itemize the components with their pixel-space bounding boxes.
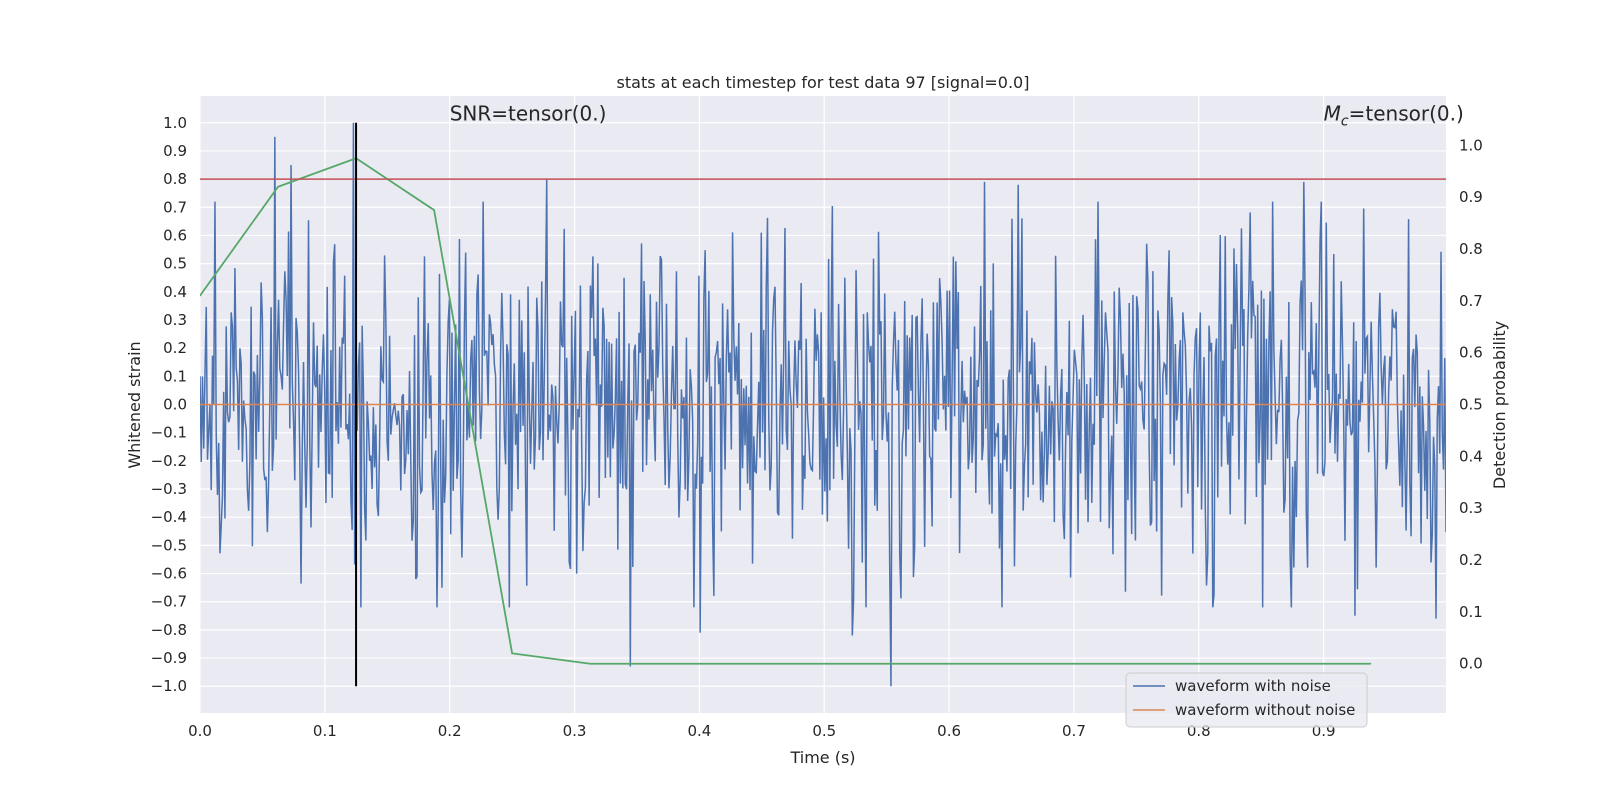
x-tick-label: 0.6 bbox=[937, 722, 961, 740]
y-right-tick-label: 0.3 bbox=[1459, 499, 1483, 517]
detection-probability-point bbox=[200, 294, 201, 297]
x-axis-label: Time (s) bbox=[789, 748, 855, 767]
y-left-tick-label: 0.1 bbox=[163, 367, 187, 385]
series-layer bbox=[200, 122, 1446, 687]
y-left-tick-label: −0.4 bbox=[151, 508, 187, 526]
y-left-tick-label: 0.0 bbox=[163, 396, 187, 414]
y-left-tick-label: −0.1 bbox=[151, 424, 187, 442]
detection-probability-point bbox=[511, 652, 513, 655]
reference-lines bbox=[200, 122, 1446, 687]
y-left-tick-label: 0.5 bbox=[163, 255, 187, 273]
y-right-tick-label: 1.0 bbox=[1459, 136, 1483, 154]
legend-box bbox=[1125, 672, 1368, 728]
detection-probability-point bbox=[901, 662, 904, 665]
y-right-tick-label: 0.2 bbox=[1459, 551, 1483, 569]
detection-probability-point bbox=[433, 209, 435, 211]
detection-probability-point bbox=[589, 662, 591, 665]
y-axis-right-label: Detection probability bbox=[1490, 321, 1509, 489]
x-tick-label: 0.4 bbox=[687, 722, 711, 740]
detection-probability-point bbox=[1057, 662, 1060, 665]
detection-probability-point bbox=[1213, 662, 1216, 665]
x-tick-label: 0.2 bbox=[438, 722, 462, 740]
y-left-tick-label: 0.8 bbox=[163, 170, 187, 188]
chirp-mass-value: =tensor(0.) bbox=[1349, 101, 1464, 125]
y-right-tick-label: 0.8 bbox=[1459, 240, 1483, 258]
y-right-tick-label: 0.0 bbox=[1459, 655, 1483, 673]
chirp-mass-annotation: Mc=tensor(0.) bbox=[1324, 101, 1464, 129]
chirp-mass-symbol: M bbox=[1324, 101, 1341, 125]
detection-probability-point bbox=[1369, 662, 1372, 665]
y-right-tick-label: 0.4 bbox=[1459, 447, 1483, 465]
x-tick-label: 0.1 bbox=[313, 722, 337, 740]
y-axis-left-label: Whitened strain bbox=[125, 341, 144, 468]
detection-probability-point bbox=[277, 185, 279, 188]
x-tick-label: 0.5 bbox=[812, 722, 836, 740]
x-tick-label: 0.3 bbox=[563, 722, 587, 740]
chirp-mass-subscript: c bbox=[1341, 113, 1349, 129]
y-left-tick-label: 0.7 bbox=[163, 198, 187, 216]
y-right-tick-label: 0.5 bbox=[1459, 396, 1483, 414]
detection-probability-point bbox=[1135, 662, 1138, 665]
y-left-tick-label: −0.8 bbox=[151, 621, 187, 639]
y-left-tick-label: −1.0 bbox=[151, 677, 187, 695]
y-right-tick-label: 0.9 bbox=[1459, 188, 1483, 206]
snr-annotation: SNR=tensor(0.) bbox=[450, 101, 607, 125]
y-left-tick-label: −0.5 bbox=[151, 536, 187, 554]
y-left-tick-label: 0.6 bbox=[163, 226, 187, 244]
y-left-tick-label: 0.4 bbox=[163, 283, 187, 301]
y-left-tick-label: 1.0 bbox=[163, 114, 187, 132]
x-axis-ticks: 0.0 0.1 0.2 0.3 0.4 0.5 0.6 0.7 0.8 0.9 bbox=[188, 722, 1336, 740]
y-left-tick-label: −0.3 bbox=[151, 480, 187, 498]
y-right-tick-label: 0.7 bbox=[1459, 292, 1483, 310]
y-left-tick-label: 0.3 bbox=[163, 311, 187, 329]
x-tick-label: 0.0 bbox=[188, 722, 212, 740]
detection-probability-point bbox=[979, 662, 982, 665]
y-left-tick-label: 0.9 bbox=[163, 142, 187, 160]
detection-probability-point bbox=[667, 662, 669, 665]
legend-label-waveform-with-noise: waveform with noise bbox=[1175, 677, 1331, 695]
y-left-tick-label: −0.9 bbox=[151, 649, 187, 667]
y-axis-left-ticks: 1.0 0.9 0.8 0.7 0.6 0.5 0.4 0.3 0.2 0.1 0.0 −0.1 −0.… bbox=[151, 114, 187, 695]
detection-probability-point bbox=[1291, 662, 1294, 665]
y-right-tick-label: 0.6 bbox=[1459, 344, 1483, 362]
detection-probability-point bbox=[823, 662, 826, 665]
legend: waveform with noise waveform without noi… bbox=[1125, 672, 1368, 728]
y-right-tick-label: 0.1 bbox=[1459, 603, 1483, 621]
legend-label-waveform-without-noise: waveform without noise bbox=[1175, 701, 1355, 719]
detection-probability-point bbox=[745, 662, 748, 665]
x-tick-label: 0.7 bbox=[1062, 722, 1086, 740]
y-left-tick-label: 0.2 bbox=[163, 339, 187, 357]
y-axis-right-ticks: 1.0 0.9 0.8 0.7 0.6 0.5 0.4 0.3 0.2 0.1 0.0 bbox=[1459, 136, 1483, 672]
chart-title: stats at each timestep for test data 97 … bbox=[617, 73, 1030, 92]
series-detection-probability bbox=[200, 157, 1371, 665]
y-left-tick-label: −0.2 bbox=[151, 452, 187, 470]
y-left-tick-label: −0.6 bbox=[151, 565, 187, 583]
y-left-tick-label: −0.7 bbox=[151, 593, 187, 611]
